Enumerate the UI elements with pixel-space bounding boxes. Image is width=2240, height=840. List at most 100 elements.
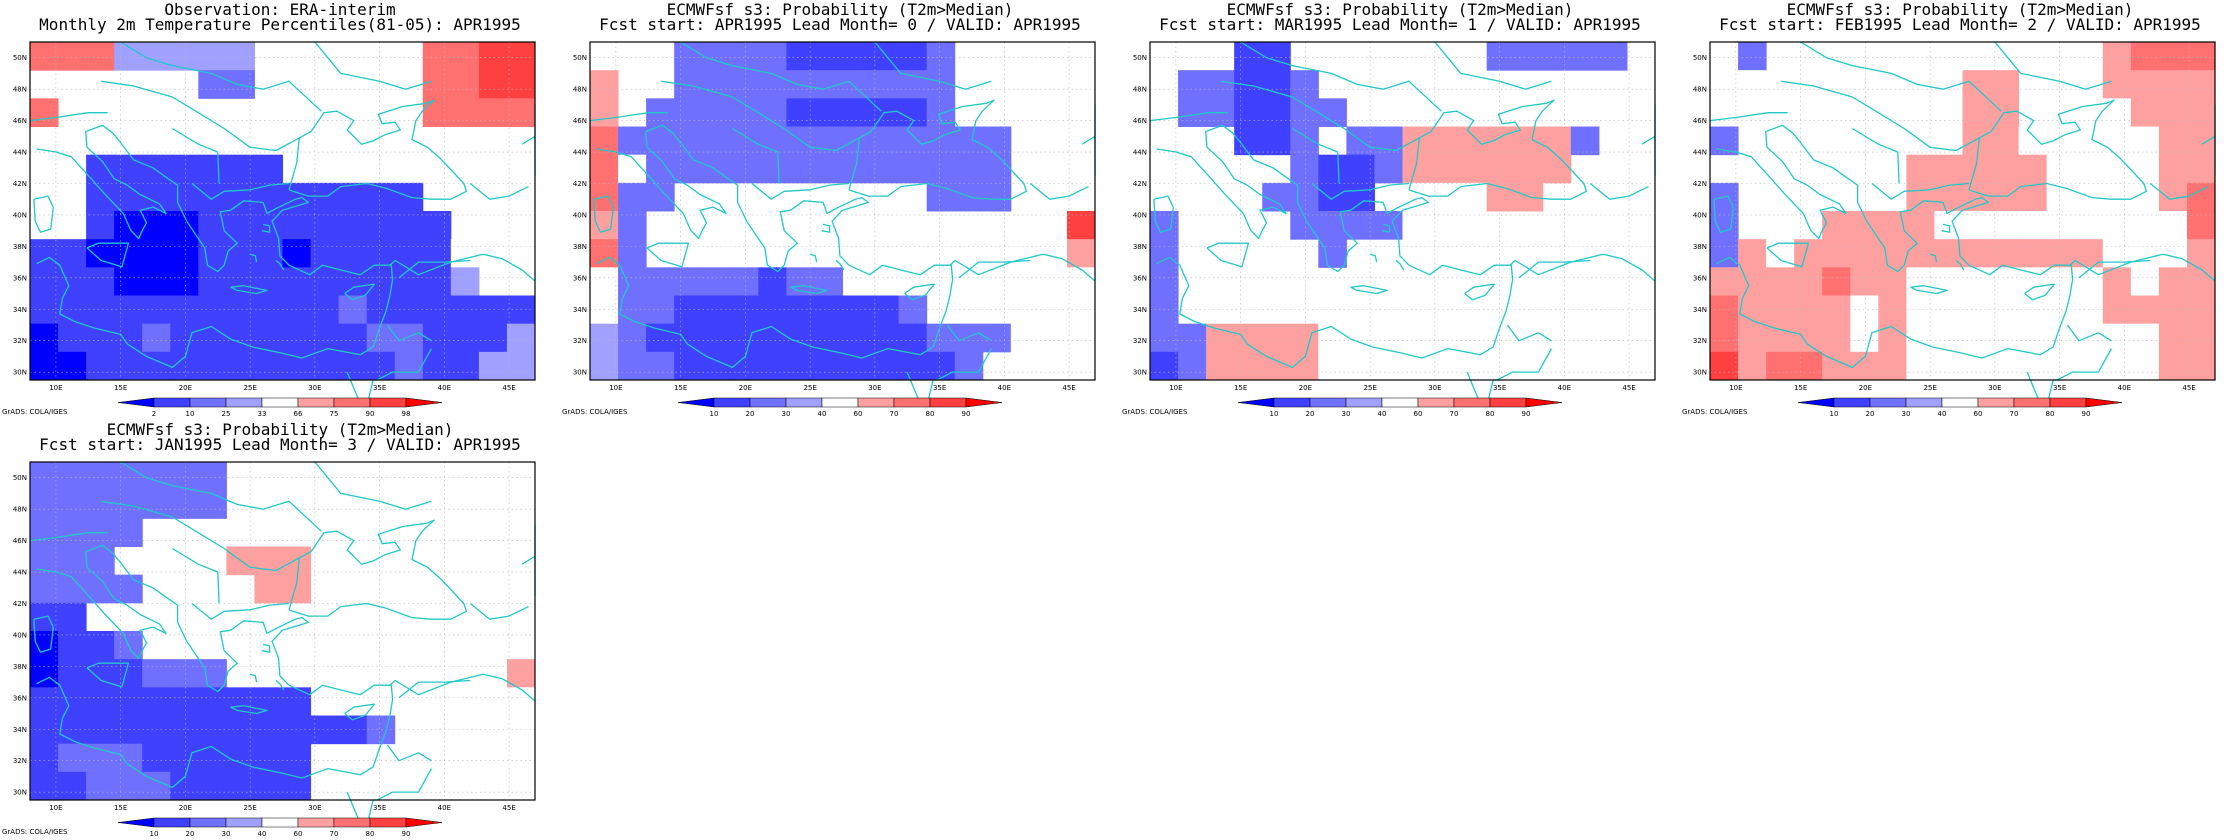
panel-forecast-lead0: ECMWFsf s3: Probability (T2m>Median) Fcs… [560, 0, 1120, 420]
grid-cell [198, 239, 227, 268]
coastline [958, 259, 1031, 279]
grid-cell [366, 295, 396, 325]
grid-cell [254, 351, 283, 381]
grid-cell [478, 42, 508, 71]
grid-cell [1906, 351, 1935, 381]
grid-cell [1962, 295, 1992, 325]
colorbar-label: 60 [1414, 410, 1423, 418]
grid-cell [926, 351, 956, 381]
longitude-label: 15E [114, 804, 127, 812]
grid-cell [646, 295, 675, 325]
colorbar-label: 98 [402, 410, 411, 418]
grid-cell [926, 126, 956, 156]
colorbar-label: 80 [366, 830, 375, 838]
coastline [596, 124, 954, 369]
coastline [376, 348, 432, 381]
grid-cell [366, 211, 396, 240]
grid-cell [394, 351, 424, 381]
grid-cell [198, 267, 227, 296]
colorbar: 10 20 30 40 60 70 80 90 [1237, 397, 1563, 418]
grid-cell [1878, 323, 1907, 353]
grid-cell [114, 267, 143, 296]
grid-cell [30, 490, 59, 519]
grid-cell [2186, 211, 2216, 240]
grid-cell [1794, 295, 1823, 325]
colorbar-segment [369, 817, 407, 828]
latitude-label: 50N [1693, 54, 1707, 62]
grid-cell [1934, 126, 1963, 156]
map-frame [589, 41, 1096, 381]
grid-cell [86, 351, 115, 381]
coastline [646, 242, 690, 268]
colorbar-label: 90 [1522, 410, 1531, 418]
grid-cell [450, 659, 480, 688]
grid-cell [450, 574, 480, 604]
grid-cell [170, 687, 199, 716]
grid-cell [506, 295, 536, 325]
colorbar-label: 60 [294, 830, 303, 838]
grid-cell [2158, 323, 2188, 353]
latitude-label: 44N [1693, 149, 1707, 157]
grid-cell [730, 98, 759, 127]
grid-cell [170, 295, 199, 325]
grid-cell [590, 126, 619, 156]
grid-cell [702, 70, 731, 99]
grid-cell [1850, 267, 1879, 296]
grid-cell [1430, 351, 1460, 381]
latitude-label: 48N [13, 506, 27, 514]
grid-cell [730, 295, 759, 325]
probability-cells [1150, 42, 1656, 381]
grid-cell [506, 518, 536, 547]
latitude-label: 46N [573, 117, 587, 125]
grid-cell [310, 211, 340, 240]
coastline [29, 112, 108, 122]
colorbar-segment [713, 397, 751, 408]
grid-cell [1906, 211, 1935, 240]
panel-title-line1: ECMWFsf s3: Probability (T2m>Median) [666, 0, 1014, 19]
grid-cell [618, 351, 647, 381]
coastlines [1149, 41, 1656, 408]
grid-cell [506, 574, 536, 604]
grid-cell [1906, 154, 1935, 184]
colorbar-label: 90 [402, 830, 411, 838]
grid-cell [170, 743, 199, 773]
grid-cell [2074, 211, 2104, 240]
grid-cell [170, 267, 199, 296]
coastline [1781, 80, 1980, 152]
grid-cell [870, 295, 900, 325]
longitude-label: 45E [1062, 384, 1075, 392]
grid-cell [86, 211, 115, 240]
grid-cell [86, 295, 115, 325]
colorbar-segment [1237, 397, 1275, 408]
grid-cell [198, 743, 227, 773]
grid-cell [1962, 70, 1992, 99]
grid-cell [1290, 154, 1319, 184]
grid-cell [114, 182, 143, 212]
grid-cell [450, 239, 480, 268]
grid-cell [198, 659, 227, 688]
grid-cell [702, 154, 731, 184]
grid-cell [898, 70, 928, 99]
grid-cell [1374, 126, 1403, 156]
colorbar-label: 66 [294, 410, 303, 418]
grid-cell [702, 323, 731, 353]
grid-cell [646, 323, 675, 353]
coastline [1221, 80, 1420, 152]
grid-cell [282, 490, 312, 519]
longitude-label: 45E [2182, 384, 2195, 392]
grid-cell [730, 70, 759, 99]
grid-cell [142, 323, 171, 353]
colorbar-segment [189, 397, 227, 408]
latitude-label: 38N [1693, 243, 1707, 251]
grid-cell [506, 323, 536, 353]
grid-cell [1318, 182, 1347, 212]
grid-cell [1822, 323, 1851, 353]
grid-cell [30, 743, 59, 773]
coastline [1994, 41, 2112, 90]
panel-title-line1: ECMWFsf s3: Probability (T2m>Median) [1226, 0, 1574, 19]
grid-cell [1402, 295, 1432, 325]
grid-cell [1850, 295, 1879, 325]
grid-cell [1430, 295, 1460, 325]
grid-cell [1738, 351, 1767, 381]
grid-cell [226, 239, 255, 268]
